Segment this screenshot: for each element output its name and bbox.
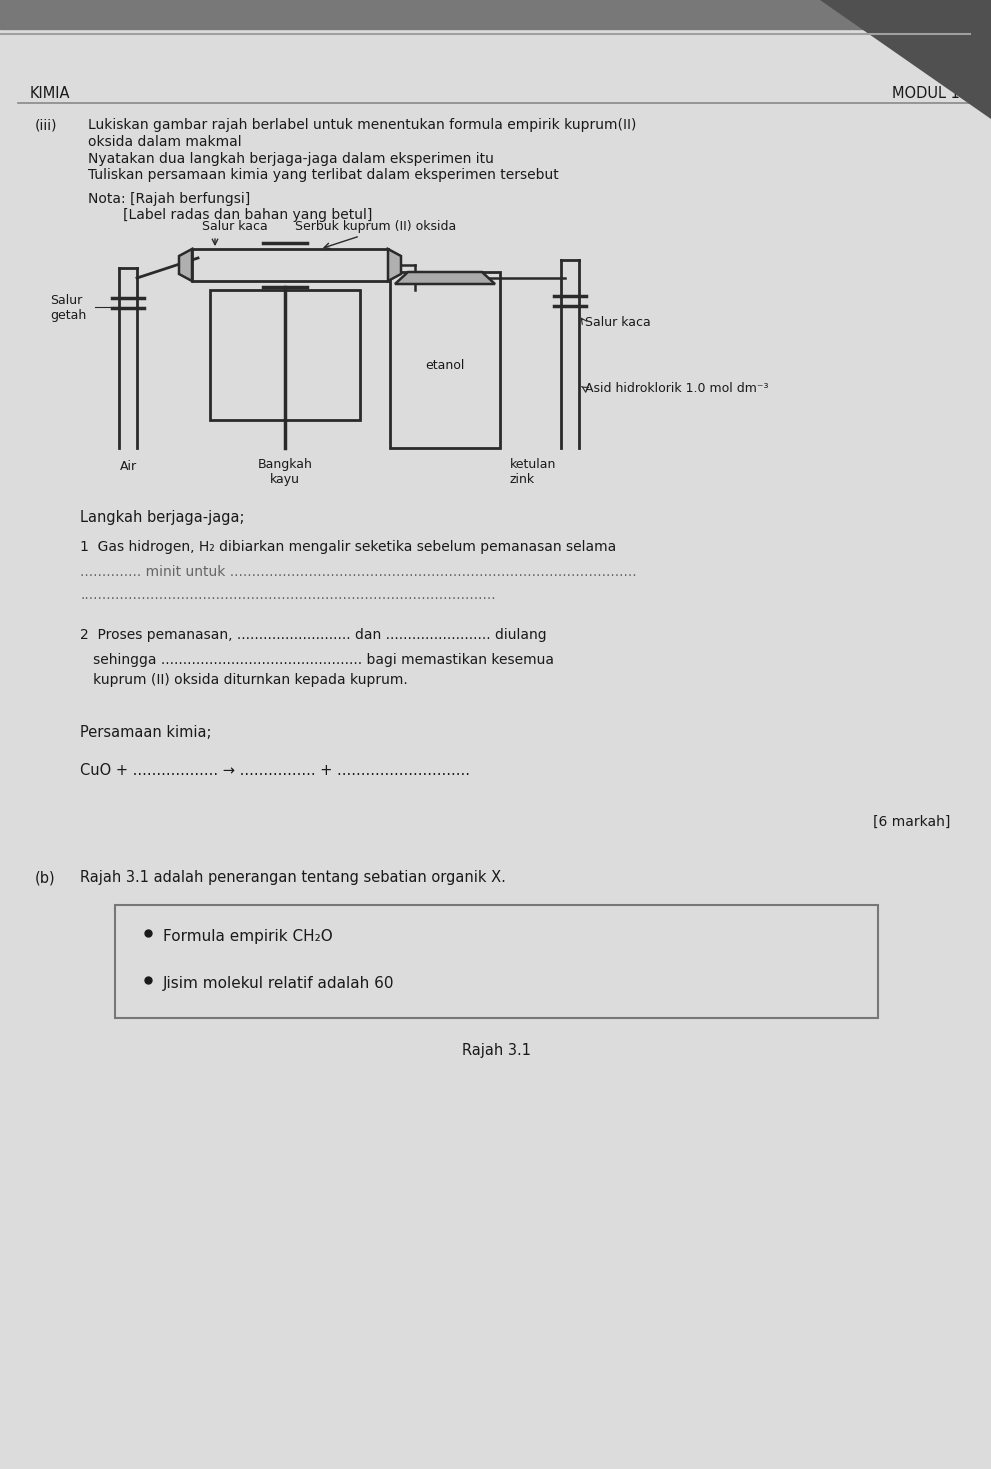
Bar <box>192 250 388 281</box>
Polygon shape <box>388 250 401 281</box>
Text: oksida dalam makmal: oksida dalam makmal <box>88 135 242 148</box>
Text: Nota: [Rajah berfungsi]: Nota: [Rajah berfungsi] <box>88 192 251 206</box>
Text: KIMIA: KIMIA <box>30 85 70 100</box>
Text: [Label radas dan bahan yang betul]: [Label radas dan bahan yang betul] <box>88 209 373 222</box>
Text: Serbuk kuprum (II) oksida: Serbuk kuprum (II) oksida <box>295 220 456 234</box>
Text: Salur kaca: Salur kaca <box>202 220 268 234</box>
Polygon shape <box>179 250 192 281</box>
Text: kuprum (II) oksida diturnkan kepada kuprum.: kuprum (II) oksida diturnkan kepada kupr… <box>80 673 407 687</box>
Text: CuO + .................. → ................ + ............................: CuO + .................. → .............… <box>80 762 470 779</box>
Bar <box>210 289 360 420</box>
Text: Rajah 3.1 adalah penerangan tentang sebatian organik X.: Rajah 3.1 adalah penerangan tentang seba… <box>80 870 505 884</box>
Text: Tuliskan persamaan kimia yang terlibat dalam eksperimen tersebut: Tuliskan persamaan kimia yang terlibat d… <box>88 167 559 182</box>
Text: Asid hidroklorik 1.0 mol dm⁻³: Asid hidroklorik 1.0 mol dm⁻³ <box>585 382 768 395</box>
Bar <box>0 0 991 29</box>
Text: MODUL 1: MODUL 1 <box>892 85 960 100</box>
Text: (b): (b) <box>35 870 55 884</box>
Text: [6 markah]: [6 markah] <box>873 815 950 829</box>
Text: etanol: etanol <box>425 358 465 372</box>
Text: zink: zink <box>510 473 535 486</box>
Text: .............. minit untuk .....................................................: .............. minit untuk .............… <box>80 566 636 579</box>
Bar <box>390 272 500 448</box>
Text: Nyatakan dua langkah berjaga-jaga dalam eksperimen itu: Nyatakan dua langkah berjaga-jaga dalam … <box>88 151 494 166</box>
Text: Salur: Salur <box>50 294 82 307</box>
Text: Jisim molekul relatif adalah 60: Jisim molekul relatif adalah 60 <box>163 975 394 992</box>
Text: ketulan: ketulan <box>510 458 556 472</box>
Text: Air: Air <box>120 460 137 473</box>
Text: getah: getah <box>50 308 86 322</box>
Text: 2  Proses pemanasan, .......................... dan ........................ diu: 2 Proses pemanasan, ....................… <box>80 629 547 642</box>
Text: ................................................................................: ........................................… <box>80 588 496 602</box>
Text: Persamaan kimia;: Persamaan kimia; <box>80 726 211 740</box>
Text: Langkah berjaga-jaga;: Langkah berjaga-jaga; <box>80 510 245 524</box>
Polygon shape <box>395 272 495 284</box>
Text: 1  Gas hidrogen, H₂ dibiarkan mengalir seketika sebelum pemanasan selama: 1 Gas hidrogen, H₂ dibiarkan mengalir se… <box>80 541 616 554</box>
Text: Rajah 3.1: Rajah 3.1 <box>462 1043 531 1058</box>
Polygon shape <box>820 0 991 119</box>
Text: sehingga .............................................. bagi memastikan kesemua: sehingga ...............................… <box>80 654 554 667</box>
Text: Lukiskan gambar rajah berlabel untuk menentukan formula empirik kuprum(II): Lukiskan gambar rajah berlabel untuk men… <box>88 118 636 132</box>
Bar <box>115 905 878 1018</box>
Text: (iii): (iii) <box>35 118 57 132</box>
Text: Bangkah: Bangkah <box>258 458 312 472</box>
Text: kayu: kayu <box>270 473 300 486</box>
Text: Formula empirik CH₂O: Formula empirik CH₂O <box>163 928 333 945</box>
Text: Salur kaca: Salur kaca <box>585 316 651 329</box>
